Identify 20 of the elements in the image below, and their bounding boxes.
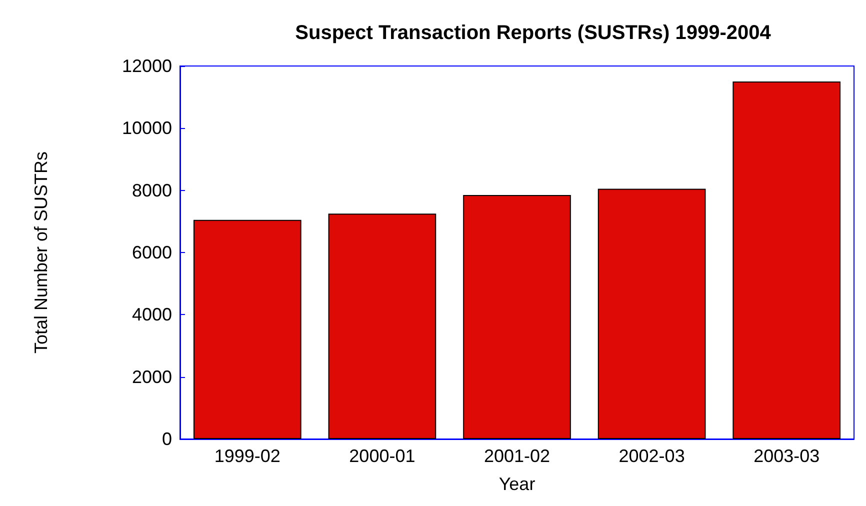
y-tick-label: 4000 — [132, 304, 172, 325]
x-axis-title: Year — [498, 474, 536, 494]
y-tick-label: 10000 — [122, 118, 172, 138]
y-tick-label: 8000 — [132, 180, 172, 200]
x-tick-label: 2001-02 — [484, 446, 550, 466]
y-tick-label: 0 — [162, 429, 172, 449]
x-tick-label: 1999-02 — [214, 446, 280, 466]
bar — [463, 194, 571, 439]
y-tick-label: 12000 — [122, 56, 172, 76]
y-tick-label: 2000 — [132, 366, 172, 387]
x-tick-label: 2000-01 — [349, 446, 416, 466]
x-tick-label: 2003-03 — [754, 446, 820, 466]
bar — [193, 220, 302, 439]
bar — [598, 188, 706, 439]
x-tick-label: 2002-03 — [618, 446, 685, 466]
bar — [732, 82, 841, 439]
bar — [328, 214, 436, 439]
y-tick-label: 6000 — [132, 242, 172, 262]
chart-title: Suspect Transaction Reports (SUSTRs) 1999-2004 — [295, 22, 772, 44]
y-axis-title: Total Number of SUSTRs — [31, 151, 51, 354]
